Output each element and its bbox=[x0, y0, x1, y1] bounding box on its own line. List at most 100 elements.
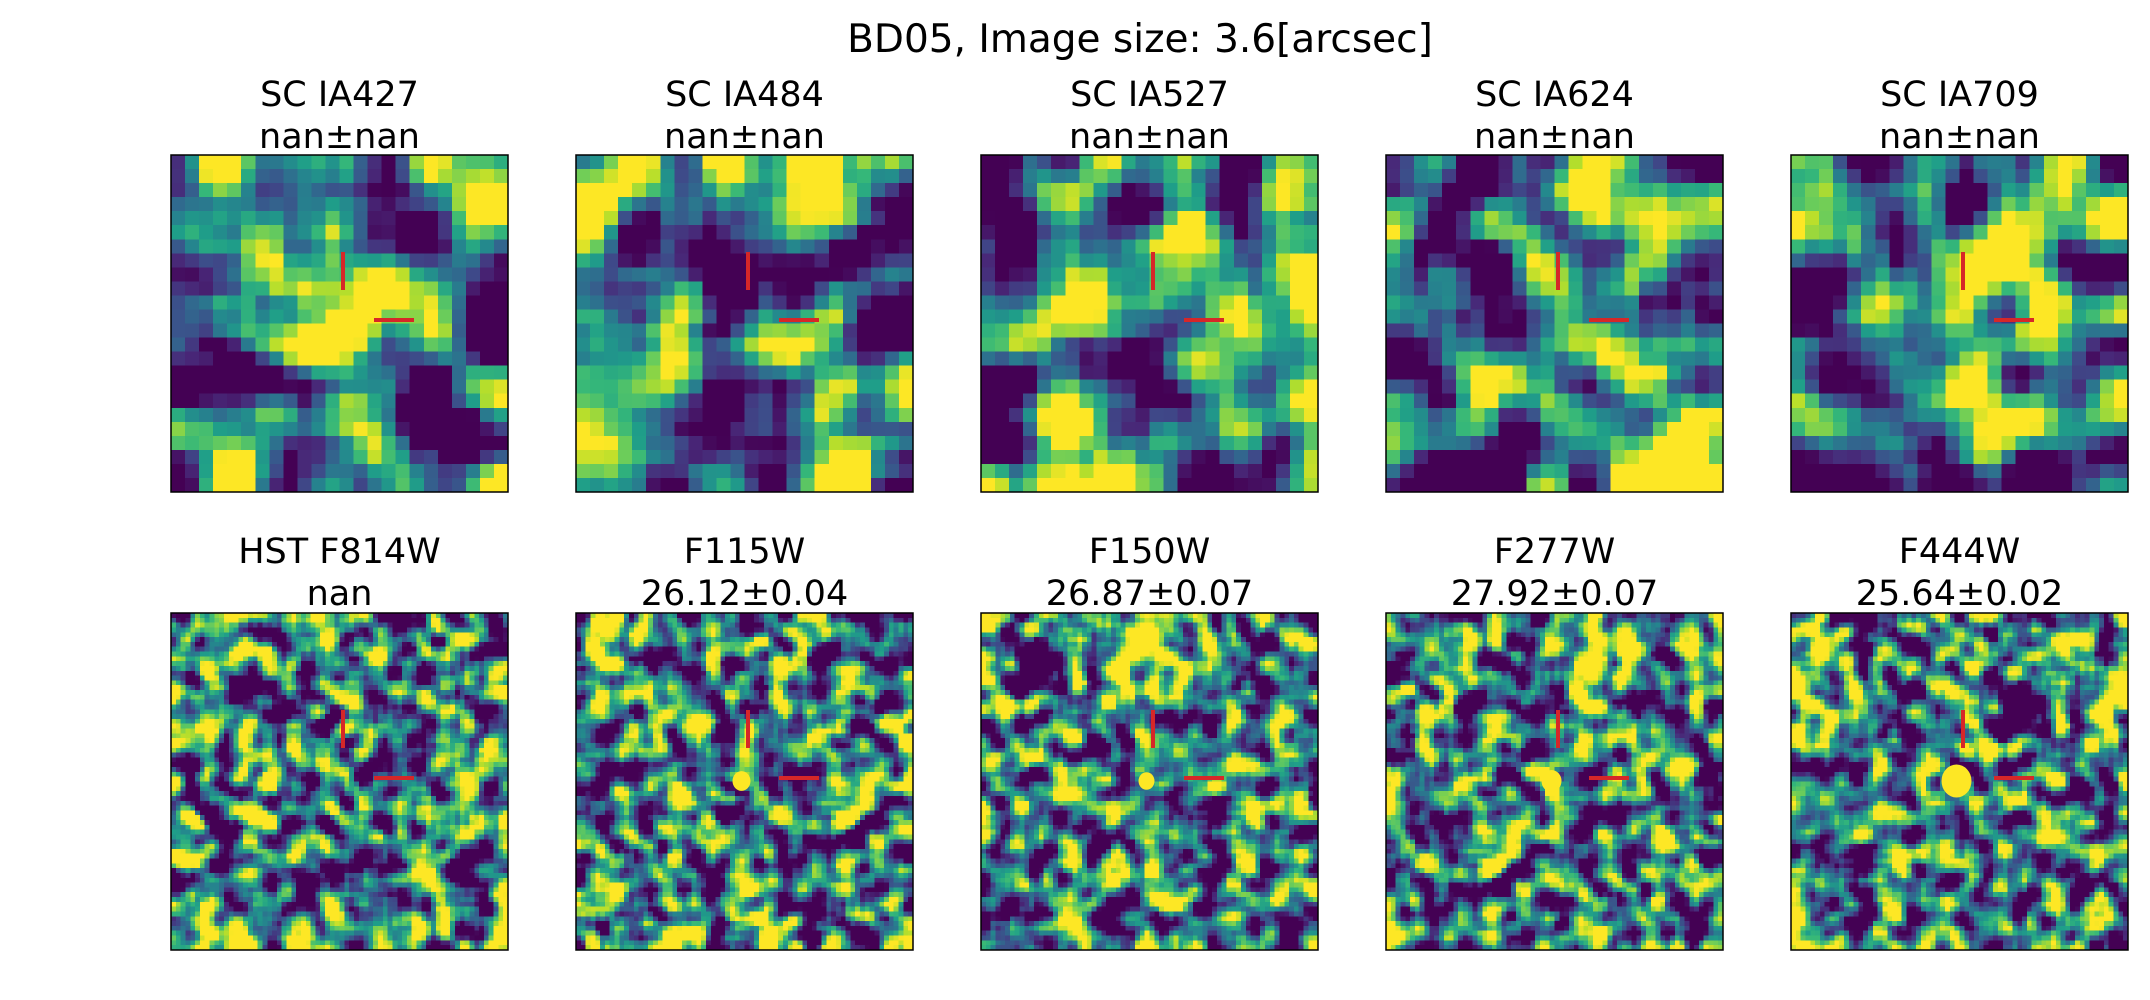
pixel bbox=[291, 652, 296, 657]
pixel bbox=[241, 352, 256, 367]
pixel bbox=[1206, 380, 1221, 395]
pixel bbox=[702, 183, 717, 198]
pixel bbox=[759, 394, 774, 409]
pixel bbox=[646, 422, 661, 437]
pixel bbox=[899, 352, 914, 367]
pixel bbox=[213, 239, 228, 254]
pixel bbox=[1065, 281, 1080, 296]
pixel bbox=[325, 408, 340, 423]
pixel bbox=[344, 671, 349, 676]
pixel bbox=[410, 338, 425, 353]
pixel bbox=[277, 671, 282, 676]
pixel bbox=[195, 652, 200, 657]
pixel bbox=[1695, 267, 1710, 282]
pixel bbox=[373, 671, 378, 676]
pixel bbox=[325, 685, 330, 690]
pixel bbox=[646, 450, 661, 465]
pixel bbox=[1875, 267, 1890, 282]
pixel bbox=[773, 436, 788, 451]
pixel bbox=[1121, 239, 1136, 254]
pixel bbox=[311, 295, 326, 310]
pixel bbox=[801, 338, 816, 353]
pixel bbox=[1192, 394, 1207, 409]
pixel bbox=[301, 632, 306, 637]
pixel bbox=[1639, 464, 1654, 479]
pixel bbox=[185, 637, 190, 642]
pixel bbox=[176, 671, 181, 676]
pixel bbox=[1009, 253, 1024, 268]
pixel bbox=[981, 394, 996, 409]
pixel bbox=[1889, 324, 1904, 339]
pixel bbox=[364, 613, 369, 618]
pixel bbox=[227, 436, 242, 451]
pixel bbox=[1150, 394, 1165, 409]
pixel bbox=[227, 478, 242, 493]
pixel bbox=[1262, 366, 1277, 381]
pixel bbox=[205, 695, 210, 700]
pixel bbox=[1107, 183, 1122, 198]
pixel bbox=[325, 695, 330, 700]
pixel bbox=[227, 253, 242, 268]
pixel bbox=[745, 380, 760, 395]
pixel bbox=[354, 647, 359, 652]
pixel bbox=[1498, 295, 1513, 310]
pixel bbox=[1121, 464, 1136, 479]
pixel bbox=[618, 366, 633, 381]
pixel bbox=[474, 623, 479, 628]
pixel bbox=[227, 338, 242, 353]
pixel bbox=[1164, 408, 1179, 423]
pixel bbox=[494, 352, 509, 367]
pixel bbox=[171, 671, 176, 676]
pixel bbox=[604, 309, 619, 324]
pixel bbox=[344, 632, 349, 637]
pixel bbox=[576, 211, 591, 226]
pixel bbox=[498, 623, 503, 628]
pixel bbox=[255, 267, 270, 282]
pixel bbox=[1791, 366, 1806, 381]
pixel bbox=[2100, 281, 2115, 296]
pixel bbox=[450, 647, 455, 652]
pixel bbox=[2086, 324, 2101, 339]
pixel bbox=[330, 647, 335, 652]
pixel bbox=[787, 338, 802, 353]
pixel bbox=[489, 685, 494, 690]
pixel bbox=[1192, 197, 1207, 212]
pixel bbox=[213, 478, 228, 493]
pixel bbox=[466, 309, 481, 324]
pixel bbox=[378, 666, 383, 671]
pixel bbox=[1805, 464, 1820, 479]
pixel bbox=[238, 637, 243, 642]
pixel bbox=[1428, 464, 1443, 479]
pixel bbox=[445, 685, 450, 690]
pixel bbox=[402, 647, 407, 652]
pixel bbox=[730, 225, 745, 240]
pixel bbox=[1442, 197, 1457, 212]
pixel bbox=[1583, 197, 1598, 212]
pixel bbox=[195, 632, 200, 637]
pixel bbox=[1861, 324, 1876, 339]
pixel bbox=[325, 637, 330, 642]
pixel bbox=[417, 613, 422, 618]
pixel bbox=[417, 690, 422, 695]
pixel bbox=[1023, 239, 1038, 254]
pixel bbox=[1653, 366, 1668, 381]
pixel bbox=[995, 225, 1010, 240]
pixel bbox=[1400, 183, 1415, 198]
pixel bbox=[1833, 366, 1848, 381]
pixel bbox=[185, 352, 200, 367]
pixel bbox=[660, 197, 675, 212]
pixel bbox=[489, 637, 494, 642]
pixel bbox=[349, 632, 354, 637]
pixel bbox=[474, 637, 479, 642]
pixel bbox=[745, 295, 760, 310]
pixel bbox=[445, 671, 450, 676]
pixel bbox=[1121, 394, 1136, 409]
pixel bbox=[1304, 366, 1319, 381]
pixel bbox=[829, 169, 844, 184]
pixel bbox=[238, 618, 243, 623]
pixel bbox=[438, 352, 453, 367]
pixel bbox=[255, 478, 270, 493]
pixel bbox=[267, 613, 272, 618]
pixel bbox=[382, 169, 397, 184]
pixel bbox=[1931, 169, 1946, 184]
